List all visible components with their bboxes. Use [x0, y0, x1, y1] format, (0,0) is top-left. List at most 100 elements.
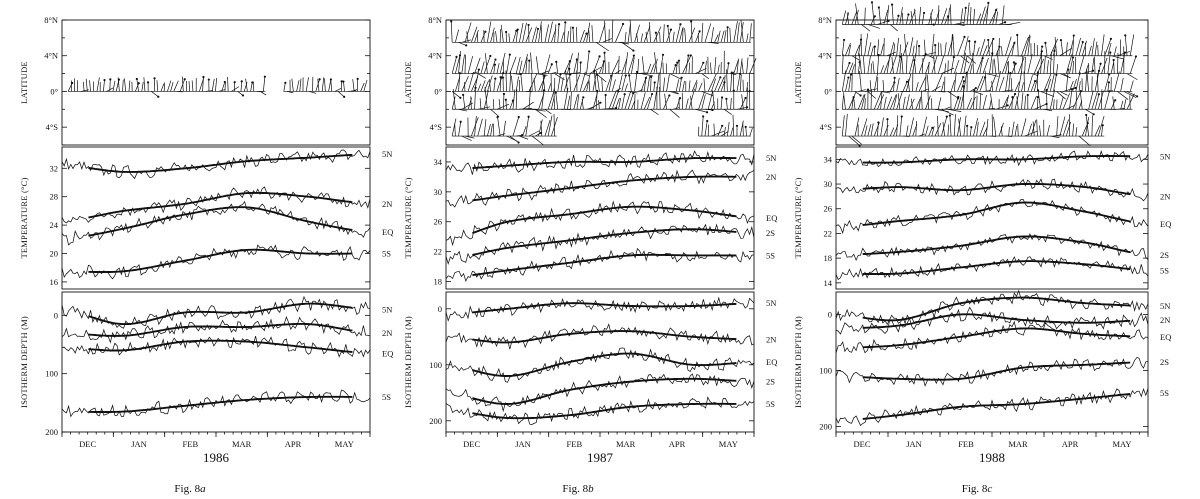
- series-label-eq: EQ: [1160, 219, 1171, 229]
- wind-vector: [953, 114, 956, 137]
- wind-vector: [653, 26, 662, 43]
- wind-vector: [599, 23, 606, 43]
- wind-vector: [1117, 91, 1129, 100]
- wind-vector: [1021, 118, 1027, 137]
- wind-vector: [695, 31, 700, 43]
- wind-vector: [717, 30, 721, 43]
- wind-vector: [122, 79, 124, 92]
- wind-vector: [1091, 115, 1093, 137]
- wind-vector: [998, 76, 1005, 92]
- wind-vector: [958, 118, 961, 137]
- wind-vector: [618, 55, 620, 74]
- wind-vector: [899, 57, 902, 74]
- wind-vector: [586, 73, 591, 92]
- wind-vector: [503, 94, 505, 110]
- wind-vector: [845, 62, 850, 74]
- wind-vector: [547, 115, 553, 137]
- temp-ylabel: TEMPERATURE (°C): [19, 178, 29, 259]
- wind-vector: [461, 54, 465, 74]
- wind-arrowhead: [555, 60, 558, 63]
- wind-vector: [960, 52, 967, 74]
- wind-vector: [360, 82, 365, 92]
- series-label-2n: 2N: [382, 199, 392, 209]
- series-raw-2n: [445, 169, 755, 208]
- wind-vector: [739, 58, 743, 74]
- wind-vector: [947, 108, 962, 112]
- wind-vector: [565, 70, 568, 92]
- wind-vector: [1027, 54, 1033, 74]
- wind-arrowhead: [1009, 71, 1012, 75]
- wind-vector: [966, 55, 976, 64]
- month-label: MAR: [616, 439, 636, 449]
- wind-vector: [1062, 119, 1069, 137]
- wind-vector: [695, 82, 698, 92]
- wind-arrowhead: [744, 125, 747, 128]
- wind-arrowhead: [632, 92, 635, 95]
- wind-vector: [854, 91, 861, 96]
- wind-arrowhead: [886, 118, 889, 121]
- wind-vector: [1001, 56, 1009, 74]
- wind-vector: [541, 90, 545, 110]
- wind-vector: [542, 73, 546, 92]
- wind-vector: [1017, 123, 1019, 137]
- wind-vector: [215, 78, 218, 92]
- wind-vector: [1056, 116, 1059, 137]
- wind-vector: [493, 78, 496, 92]
- wind-vector: [957, 36, 965, 56]
- wind-vector: [477, 118, 483, 137]
- wind-arrowhead: [992, 37, 995, 41]
- wind-vector: [557, 24, 560, 43]
- wind-arrowhead: [887, 19, 890, 23]
- wind-vector: [732, 71, 735, 92]
- wind-vector: [538, 21, 542, 43]
- wind-vector: [634, 24, 640, 43]
- wind-vector: [688, 80, 691, 92]
- wind-vector: [905, 55, 908, 74]
- wind-vector: [675, 79, 680, 92]
- series-label-5n: 5N: [766, 153, 776, 163]
- series-smooth-2n: [472, 175, 737, 202]
- wind-vector: [202, 76, 204, 92]
- wind-vector: [1046, 90, 1048, 110]
- wind-vector: [628, 75, 632, 92]
- wind-vector: [893, 43, 896, 56]
- month-label: APR: [285, 439, 302, 449]
- wind-vector: [979, 77, 986, 92]
- wind-vector: [679, 27, 684, 43]
- wind-vector: [352, 79, 355, 92]
- series-smooth-2n: [88, 322, 353, 337]
- wind-vector: [480, 31, 486, 43]
- wind-vector: [1065, 121, 1071, 137]
- wind-vector: [979, 121, 986, 137]
- series-raw-2s: [835, 356, 1149, 387]
- wind-arrowhead: [493, 63, 497, 66]
- wind-vector: [1030, 95, 1037, 110]
- wind-vector: [973, 8, 976, 25]
- wind-vector: [745, 126, 747, 137]
- wind-vector: [937, 97, 942, 110]
- wind-vector: [474, 29, 479, 43]
- wind-arrowhead: [1123, 51, 1127, 54]
- wind-vector: [897, 93, 901, 110]
- wind-vector: [511, 75, 514, 92]
- wind-vector: [553, 88, 555, 110]
- wind-vector: [1027, 123, 1032, 137]
- wind-arrowhead: [962, 80, 966, 83]
- wind-vector: [703, 78, 706, 92]
- wind-vector: [544, 54, 551, 74]
- wind-arrowhead: [644, 76, 648, 80]
- wind-arrowhead: [973, 89, 976, 92]
- wind-arrowhead: [1071, 56, 1075, 59]
- wind-arrowhead: [499, 76, 502, 79]
- wind-vector: [240, 81, 243, 92]
- wind-vector: [480, 80, 486, 92]
- wind-vector: [1001, 46, 1003, 56]
- wind-vector: [1059, 116, 1066, 137]
- wind-vector: [851, 64, 855, 74]
- wind-vector: [1023, 71, 1025, 92]
- wind-arrowhead: [588, 50, 591, 53]
- wind-vector: [966, 57, 974, 74]
- wind-vector: [851, 11, 857, 25]
- wind-vector: [912, 45, 915, 56]
- wind-vector: [650, 76, 652, 92]
